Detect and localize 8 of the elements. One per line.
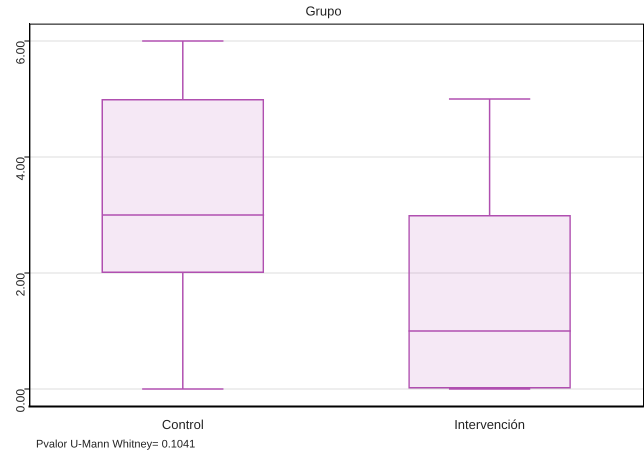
y-tick-label: 2.00 — [14, 272, 28, 296]
text: Pvalor U-Mann Whitney= 0.1041 — [36, 438, 196, 451]
y-tick-label: 6.00 — [14, 40, 28, 64]
x-tick-label: Intervención — [454, 416, 526, 432]
y-tick-label: 4.00 — [14, 156, 28, 180]
chart-title: Grupo — [305, 3, 342, 18]
y-tick-label: 0.00 — [14, 388, 28, 412]
x-tick-label: Control — [162, 416, 204, 432]
